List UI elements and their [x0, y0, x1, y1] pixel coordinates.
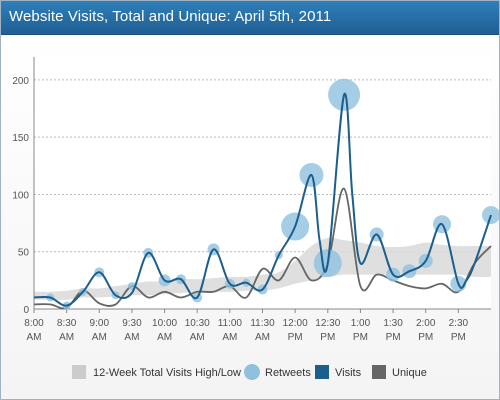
- x-tick-ampm: PM: [386, 332, 401, 343]
- x-tick-ampm: AM: [27, 332, 42, 343]
- x-tick-ampm: PM: [320, 332, 335, 343]
- legend-retweets-swatch: [244, 364, 260, 380]
- legend-visits-swatch: [315, 365, 329, 379]
- title-bar: Website Visits, Total and Unique: April …: [1, 1, 499, 35]
- x-tick-label: 10:00: [152, 318, 177, 329]
- x-tick-ampm: PM: [451, 332, 466, 343]
- x-tick-label: 9:00: [90, 318, 110, 329]
- legend-band-label: 12-Week Total Visits High/Low: [93, 367, 241, 379]
- legend-unique-label: Unique: [392, 367, 427, 379]
- x-tick-ampm: AM: [157, 332, 172, 343]
- x-tick-label: 10:30: [185, 318, 210, 329]
- x-tick-label: 9:30: [122, 318, 142, 329]
- x-tick-ampm: PM: [418, 332, 433, 343]
- x-tick-ampm: AM: [92, 332, 107, 343]
- x-tick-ampm: PM: [353, 332, 368, 343]
- x-tick-ampm: AM: [124, 332, 139, 343]
- x-tick-label: 12:30: [315, 318, 340, 329]
- unique-line: [33, 187, 492, 310]
- x-tick-label: 12:00: [283, 318, 308, 329]
- x-tick-ampm: AM: [222, 332, 237, 343]
- visits-line: [33, 92, 492, 307]
- legend-retweets-label: Retweets: [265, 367, 311, 379]
- x-tick-label: 11:30: [250, 318, 275, 329]
- y-tick-label: 200: [12, 76, 29, 87]
- x-tick-label: 2:00: [416, 318, 436, 329]
- legend-unique-swatch: [372, 365, 386, 379]
- y-tick-label: 50: [18, 248, 30, 259]
- chart-title: Website Visits, Total and Unique: April …: [9, 8, 332, 25]
- y-tick-label: 0: [23, 305, 29, 316]
- x-tick-ampm: AM: [59, 332, 74, 343]
- y-tick-label: 100: [12, 190, 29, 201]
- y-tick-label: 150: [12, 133, 29, 144]
- x-tick-label: 11:00: [218, 318, 243, 329]
- legend-visits-label: Visits: [335, 367, 362, 379]
- chart-panel: 0 50 100 150 200 8:00 AM 8:30 AM 9:00 AM 9:30 AM 10:0…: [1, 35, 499, 399]
- legend-band-swatch: [72, 365, 86, 379]
- band-area: [34, 237, 491, 300]
- chart-svg: 0 50 100 150 200 8:00 AM 8:30 AM 9:00 AM 9:30 AM 10:0…: [12, 57, 499, 380]
- x-tick-label: 8:30: [57, 318, 77, 329]
- x-tick-ampm: PM: [288, 332, 303, 343]
- x-tick-label: 8:00: [24, 318, 44, 329]
- x-tick-ampm: AM: [255, 332, 270, 343]
- x-tick-label: 1:30: [383, 318, 403, 329]
- x-tick-label: 1:00: [351, 318, 371, 329]
- x-tick-label: 2:30: [449, 318, 469, 329]
- x-tick-ampm: AM: [190, 332, 205, 343]
